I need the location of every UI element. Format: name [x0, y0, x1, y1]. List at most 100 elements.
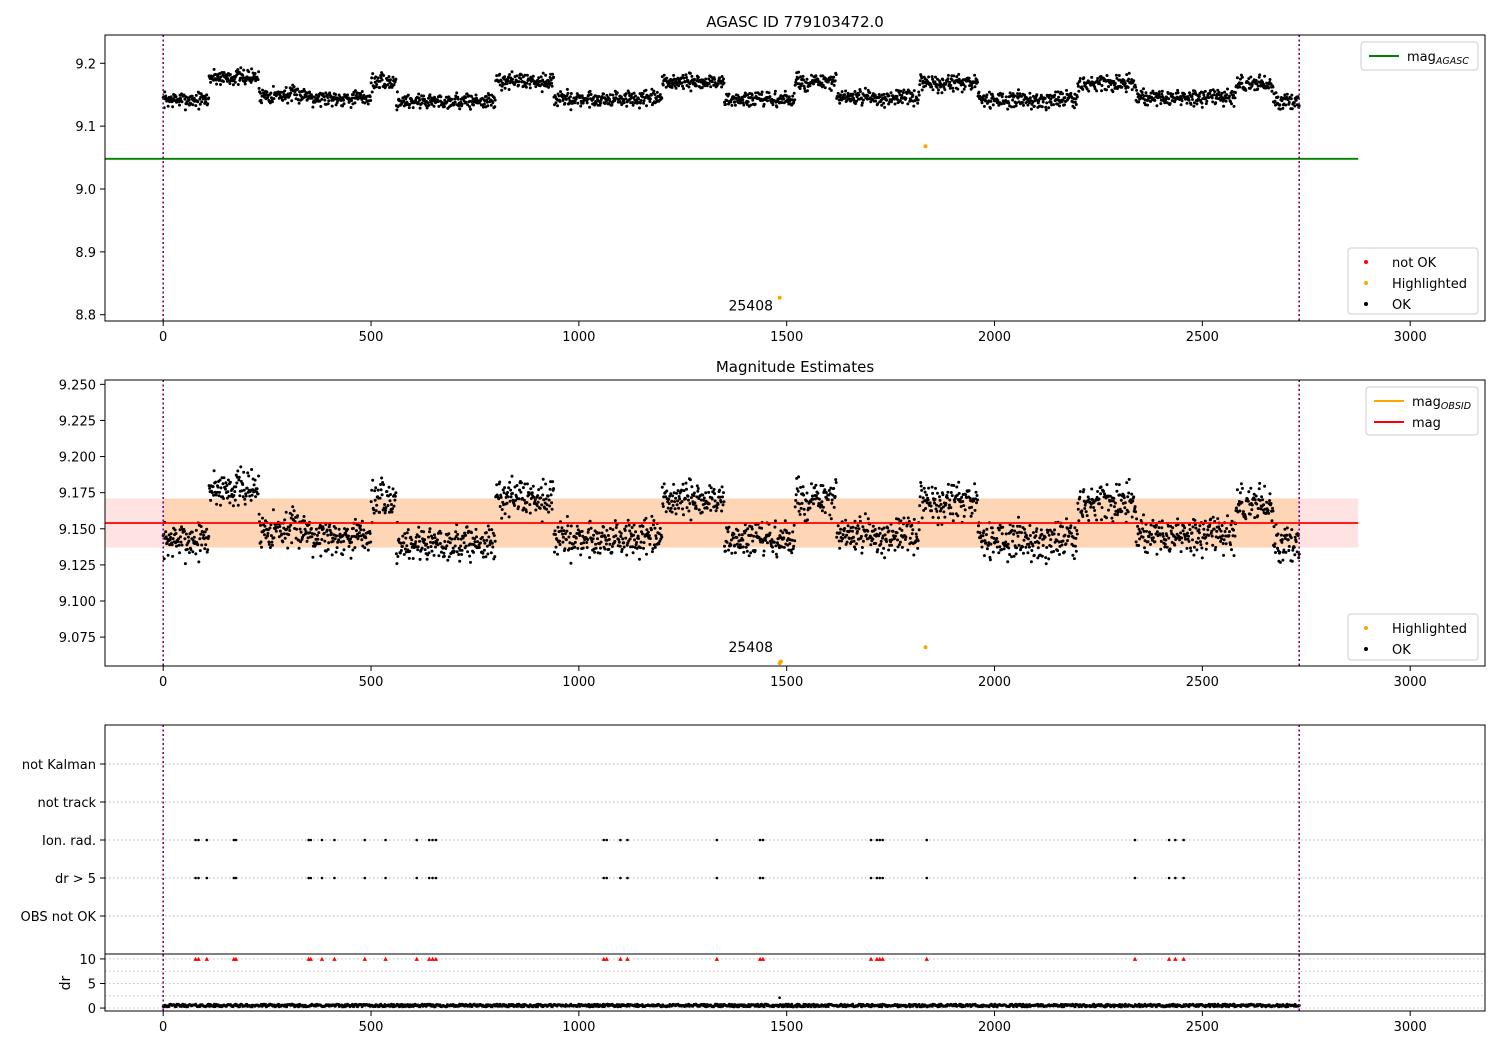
ok-point	[695, 484, 699, 488]
y-tick-label: 9.075	[59, 631, 96, 646]
ok-point	[315, 533, 319, 537]
legend-box	[1360, 41, 1479, 71]
ok-point	[1278, 103, 1282, 107]
ok-point	[948, 512, 952, 516]
ok-point	[242, 488, 246, 492]
ok-point	[989, 99, 993, 103]
y-tick-label: 9.250	[59, 378, 96, 393]
ok-point	[823, 511, 827, 515]
flag-point	[715, 838, 719, 842]
y-tick-label: 9.125	[59, 559, 96, 574]
ok-point	[953, 500, 957, 504]
ok-point	[214, 480, 218, 484]
ok-point	[1137, 544, 1141, 547]
ok-point	[1114, 482, 1118, 486]
ok-point	[1036, 546, 1040, 550]
ok-point	[485, 538, 489, 542]
ok-point	[585, 546, 589, 549]
ok-point	[545, 507, 549, 511]
ok-point	[1202, 93, 1206, 97]
ok-point	[552, 487, 556, 491]
ok-point	[635, 541, 639, 544]
ok-point	[682, 513, 685, 517]
ok-point	[360, 98, 364, 101]
ok-point	[718, 76, 722, 80]
ok-point	[938, 498, 942, 502]
ok-point	[1136, 524, 1140, 528]
ok-point	[1110, 516, 1114, 520]
ok-point	[1256, 84, 1260, 88]
ok-point	[1143, 546, 1146, 550]
ok-point	[770, 538, 774, 542]
ok-point	[581, 546, 585, 550]
ok-point	[326, 533, 330, 537]
ok-point	[568, 541, 572, 545]
ok-point	[243, 502, 247, 506]
ok-point	[393, 494, 397, 498]
ok-point	[1090, 75, 1094, 79]
ok-point	[1083, 507, 1087, 510]
ok-point	[746, 100, 750, 104]
ok-point	[983, 539, 987, 543]
ok-point	[455, 91, 459, 95]
ok-point	[792, 544, 796, 548]
ok-point	[1049, 100, 1053, 104]
ok-point	[432, 541, 435, 544]
ok-point	[922, 508, 926, 512]
ok-point	[581, 101, 585, 105]
ok-point	[1113, 501, 1117, 505]
ok-point	[1209, 517, 1213, 521]
ok-point	[327, 525, 331, 529]
ok-point	[428, 527, 432, 531]
flag-point	[715, 876, 719, 880]
ok-point	[460, 102, 464, 106]
ok-point	[933, 80, 937, 84]
ok-point	[528, 503, 532, 507]
ok-point	[1238, 85, 1242, 89]
ok-point	[1287, 544, 1291, 548]
ok-point	[1202, 533, 1206, 537]
ok-point	[1191, 538, 1194, 542]
ok-point	[438, 542, 442, 545]
ok-point	[720, 85, 724, 89]
ok-point	[775, 555, 779, 559]
ok-point	[205, 93, 209, 97]
ok-point	[234, 485, 238, 489]
ok-point	[283, 97, 287, 101]
ok-point	[347, 545, 351, 548]
ok-point	[221, 482, 225, 486]
ok-point	[931, 491, 935, 495]
ok-point	[1061, 539, 1065, 543]
ok-point	[733, 551, 737, 555]
ok-point	[540, 503, 544, 507]
ok-point	[219, 486, 223, 490]
ok-point	[1026, 551, 1030, 555]
ok-point	[628, 537, 632, 541]
ok-point	[1219, 539, 1223, 543]
ok-point	[394, 491, 398, 495]
ok-point	[845, 533, 849, 537]
flag-point	[1182, 876, 1185, 880]
ok-point	[296, 514, 300, 518]
ok-point	[175, 544, 178, 548]
ok-point	[508, 480, 512, 484]
ok-point	[1223, 90, 1227, 94]
ok-point	[1134, 85, 1138, 89]
ok-point	[215, 82, 219, 86]
ok-point	[1189, 549, 1193, 553]
ok-point	[1028, 96, 1032, 100]
flag-point	[878, 876, 882, 880]
ok-point	[416, 545, 420, 549]
flag-point	[925, 876, 929, 880]
ok-point	[323, 539, 327, 543]
ok-point	[777, 536, 781, 540]
ok-point	[764, 538, 767, 542]
ok-point	[1011, 98, 1015, 102]
ok-point	[700, 86, 704, 89]
ok-point	[681, 84, 684, 88]
ok-point	[602, 525, 605, 529]
ok-point	[598, 551, 602, 555]
ok-point	[967, 489, 971, 493]
ok-point	[311, 555, 315, 559]
ok-point	[370, 488, 374, 492]
